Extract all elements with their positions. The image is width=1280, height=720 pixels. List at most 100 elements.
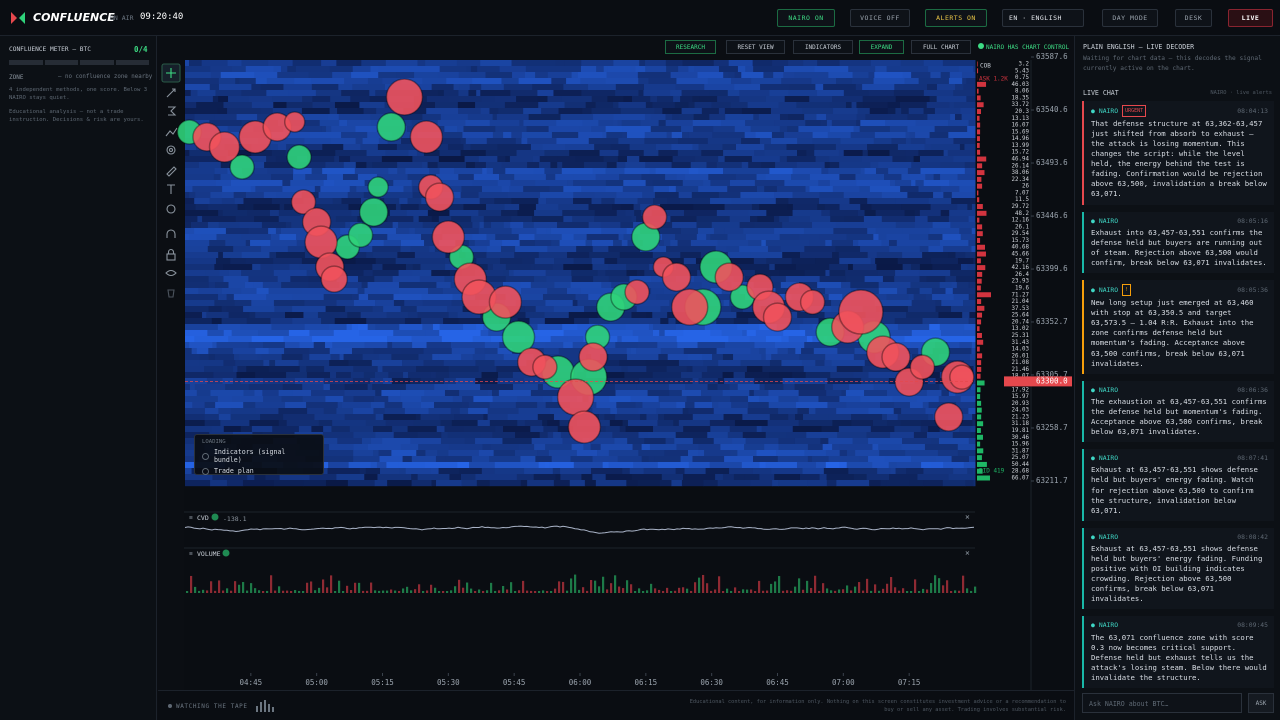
- expand-button[interactable]: EXPAND: [859, 40, 904, 54]
- heat-cell: [701, 282, 728, 289]
- pen-tool[interactable]: [166, 166, 177, 177]
- heat-cell: [852, 72, 869, 79]
- visibility-tool[interactable]: [165, 269, 177, 277]
- heat-cell: [923, 90, 954, 97]
- magnet-tool[interactable]: [166, 229, 176, 238]
- heat-cell: [336, 372, 352, 379]
- heat-cell: [764, 444, 780, 451]
- desk[interactable]: DESK: [1175, 9, 1212, 27]
- message-time: 08:09:45: [1237, 621, 1268, 630]
- day-mode[interactable]: DAY MODE: [1102, 9, 1158, 27]
- volume-close[interactable]: ×: [965, 549, 970, 558]
- volume-bar: [466, 582, 469, 593]
- heat-cell: [706, 234, 711, 241]
- line-tool[interactable]: [166, 88, 176, 98]
- heat-cell: [940, 330, 964, 337]
- heat-cell: [225, 384, 250, 391]
- heat-cell: [570, 282, 602, 289]
- heat-cell: [484, 342, 500, 349]
- heat-cell: [858, 240, 882, 247]
- order-book-size: 21.46: [1012, 367, 1030, 373]
- heat-cell: [828, 438, 854, 445]
- heat-cell: [739, 90, 770, 97]
- heat-cell: [563, 216, 573, 223]
- heat-cell: [276, 192, 303, 199]
- heat-cell: [711, 222, 741, 229]
- language-select[interactable]: EN · ENGLISH: [1002, 9, 1084, 27]
- heat-cell: [867, 228, 877, 235]
- heat-cell: [902, 228, 930, 235]
- heat-cell: [904, 78, 920, 85]
- heat-cell: [364, 342, 388, 349]
- heat-cell: [421, 294, 454, 301]
- heat-cell: [672, 114, 680, 121]
- volume-info[interactable]: [222, 549, 230, 557]
- plot: [176, 78, 975, 444]
- heat-cell: [701, 372, 724, 379]
- heat-cell: [923, 468, 954, 475]
- heat-cell: [681, 480, 704, 487]
- heat-cell: [512, 72, 526, 79]
- heat-cell: [774, 264, 797, 271]
- target-tool[interactable]: [166, 145, 176, 155]
- cvd-info[interactable]: [211, 513, 219, 521]
- heat-cell: [418, 204, 433, 211]
- heat-cell: [805, 186, 811, 193]
- alerts-toggle[interactable]: ALERTS ON: [925, 9, 987, 27]
- heat-cell: [966, 96, 976, 103]
- heat-cell: [707, 384, 718, 391]
- heat-cell: [271, 324, 306, 331]
- heat-cell: [581, 90, 616, 97]
- volume-bar: [906, 591, 909, 593]
- heat-cell: [763, 72, 774, 79]
- heat-cell: [294, 378, 325, 385]
- heat-cell: [343, 162, 357, 169]
- heat-cell: [588, 294, 601, 301]
- ask-button[interactable]: ASK: [1248, 693, 1274, 713]
- sum-tool[interactable]: [168, 106, 177, 116]
- heat-cell: [220, 72, 255, 79]
- emoji-tool[interactable]: [166, 204, 176, 214]
- heat-cell: [623, 96, 633, 103]
- heat-cell: [218, 96, 229, 103]
- voice-toggle[interactable]: VOICE OFF: [850, 9, 910, 27]
- heat-cell: [919, 246, 929, 253]
- heat-cell: [910, 456, 937, 463]
- delete-tool[interactable]: [167, 289, 175, 298]
- heat-cell: [438, 468, 460, 475]
- heat-cell: [781, 336, 790, 343]
- heat-cell: [953, 294, 970, 301]
- cvd-close[interactable]: ×: [965, 513, 970, 522]
- heat-cell: [853, 372, 870, 379]
- heat-cell: [824, 312, 849, 319]
- heat-cell: [407, 198, 422, 205]
- heat-cell: [515, 246, 548, 253]
- heat-cell: [771, 276, 787, 283]
- heat-cell: [769, 264, 776, 271]
- heat-cell: [643, 90, 671, 97]
- nairo-toggle[interactable]: NAIRO ON: [777, 9, 835, 27]
- volume-bar: [650, 583, 653, 593]
- y-tick-label: 63587.6: [1036, 52, 1068, 61]
- reset-view-button[interactable]: RESET VIEW: [726, 40, 785, 54]
- ask-total: ASK 1.2K: [979, 76, 1008, 83]
- indicators-button[interactable]: INDICATORS: [793, 40, 853, 54]
- volume-bar: [918, 590, 921, 593]
- heat-cell: [911, 300, 936, 307]
- heat-cell: [850, 132, 876, 139]
- heat-cell: [889, 126, 908, 133]
- lock-tool[interactable]: [166, 253, 176, 261]
- live-button[interactable]: LIVE: [1228, 9, 1273, 27]
- trend-tool[interactable]: [165, 127, 178, 137]
- order-book-size: 22.34: [1012, 177, 1030, 183]
- heat-cell: [322, 432, 354, 439]
- text-tool[interactable]: [167, 184, 175, 194]
- research-button[interactable]: RESEARCH: [665, 40, 716, 54]
- heat-cell: [386, 462, 400, 469]
- heat-cell: [970, 432, 976, 439]
- heat-cell: [423, 360, 445, 367]
- heat-cell: [260, 180, 283, 187]
- decoder-description: Waiting for chart data — this decodes th…: [1083, 55, 1262, 72]
- full-chart-button[interactable]: FULL CHART: [911, 40, 971, 54]
- chat-input[interactable]: Ask NAIRO about BTC…: [1082, 693, 1242, 713]
